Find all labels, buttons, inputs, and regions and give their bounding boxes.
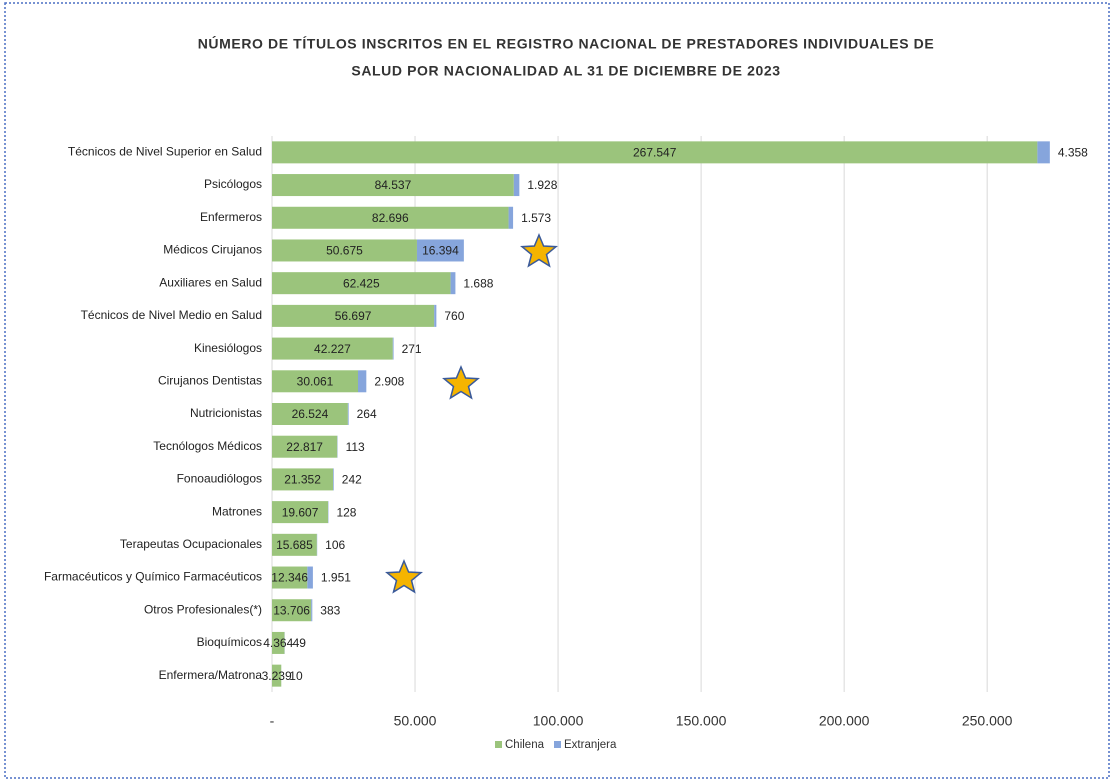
legend-label: Extranjera	[564, 739, 617, 751]
frame	[4, 2, 1110, 779]
bar-segment	[272, 272, 451, 295]
x-tick-label: 200.000	[819, 713, 870, 729]
bar-segment	[272, 533, 317, 556]
bar-segment	[392, 337, 394, 360]
data-label: 113	[346, 440, 365, 454]
bar-segment	[347, 403, 349, 425]
y-tick-label: Terapeutas Ocupacionales	[120, 537, 262, 551]
data-label: 1.951	[321, 571, 351, 585]
data-label: 56.697	[335, 309, 372, 323]
y-tick-label: Fonoaudiólogos	[177, 472, 262, 486]
x-tick-label: 250.000	[962, 713, 1013, 729]
data-label: 1.573	[521, 211, 551, 225]
bar-segment	[272, 566, 308, 589]
legend-swatch	[554, 741, 561, 748]
y-tick-label: Farmacéuticos y Químico Farmacéuticos	[44, 570, 262, 584]
bar-segment	[307, 566, 313, 589]
y-tick-label: Nutricionistas	[190, 406, 262, 420]
data-label: 128	[336, 505, 356, 519]
bar-segment	[272, 468, 334, 491]
data-label: 106	[325, 538, 345, 552]
legend-label: Chilena	[505, 739, 545, 751]
data-label: 21.352	[284, 473, 321, 487]
bar-segment	[513, 174, 520, 197]
bar-segment	[311, 599, 313, 622]
legend-swatch	[495, 741, 502, 748]
data-label: 26.524	[292, 407, 329, 421]
chart-title: SALUD POR NACIONALIDAD AL 31 DE DICIEMBR…	[351, 63, 780, 79]
y-tick-label: Kinesiólogos	[194, 341, 262, 355]
data-label: 16.394	[422, 244, 459, 258]
bar-segment	[272, 370, 358, 393]
bar-segment	[434, 304, 437, 327]
bar-segment	[272, 599, 312, 622]
bar-segment	[272, 174, 514, 197]
bar-segment	[272, 337, 393, 360]
bar-segment	[450, 272, 456, 295]
bar-segment	[272, 664, 282, 687]
data-label: 30.061	[297, 374, 334, 388]
data-label: 271	[402, 342, 422, 356]
bar-segment	[333, 468, 334, 491]
data-label: 62.425	[343, 276, 380, 290]
data-label: 760	[444, 309, 464, 323]
bar-segment	[272, 206, 509, 229]
x-tick-label: 50.000	[394, 713, 437, 729]
bar-segment	[272, 239, 417, 262]
data-label: 267.547	[633, 146, 677, 160]
y-tick-label: Médicos Cirujanos	[163, 243, 262, 257]
star	[520, 233, 558, 268]
data-label: 242	[342, 473, 362, 487]
x-tick-label: -	[270, 713, 275, 729]
data-label: 1.928	[527, 178, 557, 192]
bar-segment	[272, 501, 329, 524]
data-label: 2.908	[374, 374, 404, 388]
data-label: 50.675	[326, 244, 363, 258]
x-tick-label: 100.000	[533, 713, 584, 729]
data-label: 1.688	[463, 276, 493, 290]
data-label: 84.537	[375, 178, 412, 192]
bar-segment	[1037, 141, 1050, 164]
data-label: 3.239	[262, 669, 292, 683]
y-tick-label: Técnicos de Nivel Medio en Salud	[81, 308, 262, 322]
stars	[385, 233, 558, 594]
y-tick-label: Técnicos de Nivel Superior en Salud	[68, 145, 262, 159]
data-label: 19.607	[282, 505, 319, 519]
y-tick-label: Tecnólogos Médicos	[153, 439, 262, 453]
chart-title: NÚMERO DE TÍTULOS INSCRITOS EN EL REGIST…	[198, 35, 935, 52]
y-tick-label: Enfermera/Matrona	[159, 668, 263, 682]
data-label: 10	[289, 669, 303, 683]
data-label: 22.817	[286, 440, 323, 454]
bar-segment	[508, 206, 514, 229]
bar-segment	[272, 403, 348, 425]
data-label: 13.706	[273, 603, 310, 617]
y-tick-label: Matrones	[212, 504, 262, 518]
data-label: 264	[357, 407, 377, 421]
bar-segment	[272, 435, 338, 458]
data-label: 49	[293, 636, 307, 650]
data-label: 15.685	[276, 538, 313, 552]
y-tick-label: Psicólogos	[204, 177, 262, 191]
bar-segment	[416, 239, 464, 262]
star	[442, 365, 480, 400]
data-label: 82.696	[372, 211, 409, 225]
y-tick-label: Otros Profesionales(*)	[144, 602, 262, 616]
data-label: 4.364	[263, 636, 293, 650]
star	[385, 559, 423, 594]
y-tick-label: Cirujanos Dentistas	[158, 373, 262, 387]
data-label: 12.346	[271, 571, 308, 585]
data-label: 42.227	[314, 342, 351, 356]
y-tick-label: Auxiliares en Salud	[159, 275, 262, 289]
bar-segment	[272, 304, 435, 327]
data-label: 383	[320, 603, 340, 617]
bar-segment	[357, 370, 367, 393]
x-tick-label: 150.000	[676, 713, 727, 729]
bar-segment	[272, 631, 285, 654]
data-label: 4.358	[1058, 146, 1088, 160]
y-tick-label: Enfermeros	[200, 210, 262, 224]
y-tick-label: Bioquímicos	[197, 635, 262, 649]
bar-segment	[272, 141, 1038, 164]
